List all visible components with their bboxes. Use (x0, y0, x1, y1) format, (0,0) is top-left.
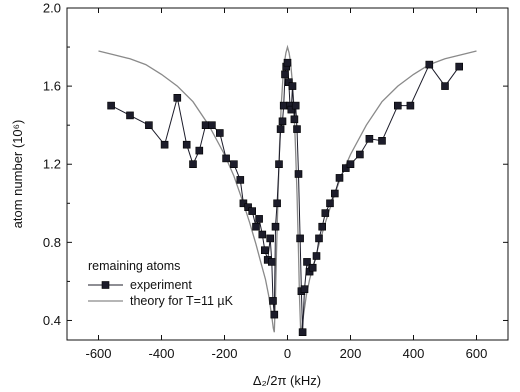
experiment-point (279, 101, 288, 110)
legend-experiment-marker (101, 281, 110, 289)
x-tick-label: -600 (85, 346, 111, 361)
experiment-point (266, 234, 275, 243)
experiment-point (294, 170, 303, 178)
experiment-point (326, 199, 334, 208)
experiment-point (318, 222, 327, 231)
experiment-point (173, 94, 182, 102)
y-tick-label: 1.2 (43, 157, 61, 172)
experiment-point (195, 146, 204, 155)
x-tick-label: 600 (466, 346, 488, 361)
y-tick-label: 0.8 (43, 235, 61, 250)
y-tick-label: 1.6 (43, 79, 61, 94)
axis-tick-labels: -600 -400 -200 0 200 400 600 0.4 0.8 1.2 1.6 2.0 (43, 1, 487, 362)
legend-experiment-label: experiment (130, 278, 192, 292)
experiment-point (275, 160, 283, 168)
experiment-point (287, 105, 296, 114)
experiment-point (296, 234, 304, 243)
experiment-point (269, 297, 277, 305)
experiment-point (293, 125, 301, 133)
experiment-point (160, 140, 169, 149)
experiment-point (300, 285, 309, 294)
experiment-point (283, 58, 292, 67)
experiment-point (335, 174, 344, 182)
experiment-point (321, 209, 330, 217)
axis-ticks (67, 7, 508, 340)
experiment-point (255, 215, 263, 223)
experiment-point (278, 117, 287, 126)
experiment-point (341, 164, 350, 172)
experiment-point (425, 60, 434, 69)
legend: remaining atoms experiment theory for T=… (88, 259, 234, 308)
experiment-point (107, 101, 115, 110)
experiment-point (189, 160, 197, 168)
experiment-point (393, 101, 402, 110)
experiment-point (378, 137, 386, 145)
experiment-point (244, 203, 252, 211)
experiment-point (441, 82, 449, 90)
y-tick-label: 2.0 (43, 1, 61, 16)
experiment-point (230, 160, 238, 168)
x-tick-label: -400 (148, 346, 174, 361)
experiment-point (356, 150, 364, 159)
experiment-point (281, 70, 289, 79)
experiment-point (270, 310, 279, 319)
plot-area (98, 44, 477, 337)
experiment-point (312, 252, 321, 260)
x-axis-label: Δ₂/2π (kHz) (253, 373, 321, 388)
y-axis-label: atom number (10⁶) (10, 120, 25, 229)
experiment-point (239, 199, 248, 208)
experiment-point (271, 222, 280, 231)
x-tick-label: 400 (403, 346, 425, 361)
experiment-point (308, 263, 317, 272)
experiment-point (236, 176, 245, 184)
legend-theory-label: theory for T=11 µK (130, 294, 234, 308)
experiment-point (406, 101, 415, 110)
experiment-point (276, 125, 285, 133)
experiment-point (288, 82, 297, 90)
x-tick-label: 200 (340, 346, 362, 361)
experiment-point (330, 189, 339, 198)
experiment-point (455, 62, 464, 71)
legend-title: remaining atoms (88, 259, 180, 273)
experiment-point (222, 154, 230, 163)
experiment-point (298, 328, 307, 337)
experiment-point (291, 101, 300, 110)
experiment-point (273, 199, 281, 208)
experiment-point (258, 230, 267, 239)
experiment-point (267, 258, 276, 266)
experiment-point (252, 222, 260, 231)
experiment-point (346, 160, 355, 168)
experiment-point (365, 135, 374, 143)
experiment-point (290, 115, 299, 124)
experiment-point (182, 140, 191, 149)
x-tick-label: 0 (284, 346, 291, 361)
experiment-point (208, 121, 216, 129)
x-tick-label: -200 (211, 346, 237, 361)
experiment-point (248, 207, 256, 215)
experiment-point (145, 121, 153, 129)
experiment-point (260, 246, 269, 254)
experiment-point (315, 234, 323, 243)
experiment-point (201, 121, 210, 129)
experiment-point (303, 258, 311, 266)
experiment-point (126, 111, 134, 120)
experiment-point (216, 129, 224, 137)
y-tick-label: 0.4 (43, 313, 61, 328)
